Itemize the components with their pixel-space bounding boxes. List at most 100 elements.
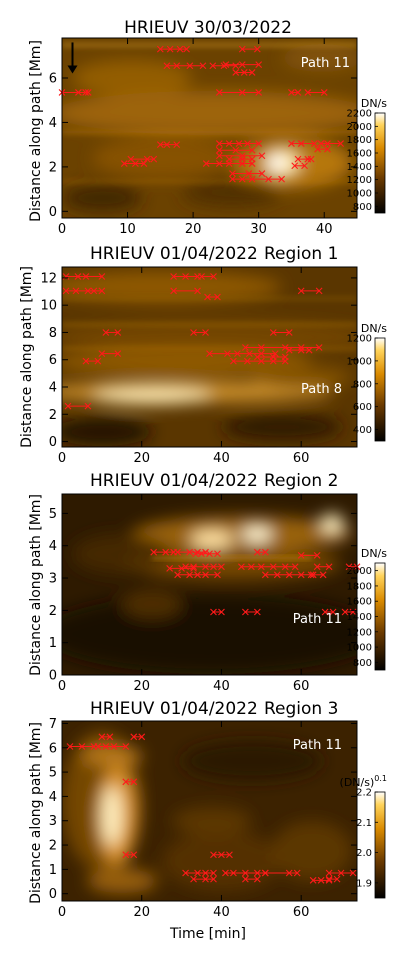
track-point: [218, 851, 225, 859]
track-point: [309, 876, 317, 884]
track-point: [253, 45, 261, 53]
panel-4-region: Region 3: [264, 699, 338, 719]
y-tick-label: 4: [49, 381, 57, 396]
track-point: [173, 141, 181, 149]
track-point: [238, 155, 246, 163]
track-point: [215, 160, 223, 167]
panel-3: HRIEUV 01/04/2022 Region 2 Distance alon…: [28, 471, 387, 694]
track-point: [199, 62, 207, 70]
track-point: [198, 273, 205, 280]
panel-2-title: HRIEUV 01/04/2022: [90, 244, 258, 264]
y-tick-label: 2: [49, 839, 57, 854]
y-tick-label: 0: [49, 887, 57, 902]
y-tick-label: 4: [49, 539, 57, 554]
x-tick-label: 20: [133, 451, 150, 466]
x-tick-label: 20: [133, 905, 150, 920]
colorbar-tick-label: 800: [353, 202, 372, 213]
direction-arrow-head: [67, 65, 78, 74]
track-point: [313, 563, 321, 571]
track-point: [202, 571, 209, 579]
track-point: [62, 287, 70, 295]
y-tick-label: 2: [49, 160, 57, 175]
track-point: [130, 778, 138, 786]
track-point: [255, 61, 263, 69]
colorbar-tick-label: 2000: [347, 122, 372, 133]
track-point: [269, 353, 277, 361]
track-point: [210, 875, 217, 883]
track-point: [288, 140, 295, 147]
colorbar-tick-label: 1400: [347, 612, 372, 623]
y-tick-label: 1: [49, 636, 57, 651]
track-point: [130, 733, 138, 741]
y-tick-label: 6: [49, 72, 57, 87]
colorbar-tick-label: 1000: [347, 356, 372, 367]
track-point: [198, 550, 205, 558]
panel-4: HRIEUV 01/04/2022 Region 3 Distance alon…: [28, 699, 387, 942]
colorbar: [374, 337, 386, 442]
track-point: [248, 155, 256, 163]
track-point: [74, 89, 82, 96]
track-point: [202, 869, 209, 877]
track-point: [98, 273, 106, 280]
panel-1-path-label: Path 11: [301, 56, 350, 71]
track-point: [143, 155, 151, 163]
panel-1-title: HRIEUV 30/03/2022: [124, 18, 292, 38]
track-point: [98, 350, 106, 357]
track-point: [311, 140, 318, 147]
track-point: [321, 608, 329, 616]
track-point: [238, 45, 246, 53]
track-point: [281, 353, 289, 361]
colorbar: [374, 791, 386, 899]
track-point: [204, 293, 211, 301]
track-point: [150, 155, 158, 163]
track-point: [206, 550, 213, 558]
track-point: [265, 175, 272, 183]
track-point: [317, 140, 325, 147]
x-tick-label: 0: [58, 222, 66, 237]
y-tick-label: 12: [40, 271, 57, 286]
track-point: [186, 571, 193, 579]
track-point: [130, 851, 138, 859]
track-point: [232, 69, 240, 76]
track-point: [248, 146, 256, 154]
track-point: [138, 733, 146, 741]
x-tick-label: 20: [133, 679, 150, 694]
track-point: [210, 273, 217, 280]
colorbar-tick-label: 2200: [347, 109, 372, 120]
track-point: [140, 160, 148, 167]
track-point: [166, 564, 174, 572]
track-point: [315, 344, 323, 351]
y-tick-label: 3: [49, 814, 57, 829]
x-tick-label: 10: [119, 222, 136, 237]
track-point: [238, 61, 246, 69]
y-tick-label: 5: [49, 766, 57, 781]
track-point: [224, 350, 231, 357]
track-point: [324, 140, 331, 147]
colorbar-tick-label: 1000: [347, 189, 372, 200]
plot-frame: [61, 266, 358, 448]
colorbar-unit: DN/s: [361, 97, 387, 110]
y-tick-label: 0: [49, 669, 57, 684]
track-point: [240, 69, 248, 76]
track-point: [297, 287, 305, 295]
track-point: [232, 62, 240, 70]
colorbar-tick-label: 1.9: [356, 878, 372, 889]
track-point: [102, 329, 110, 336]
x-tick-label: 40: [213, 905, 230, 920]
track-point: [182, 273, 189, 280]
panel-3-image: [62, 494, 357, 675]
colorbar-tick-label: 1200: [347, 175, 372, 186]
y-tick-label: 0: [49, 205, 57, 220]
track-point: [94, 357, 102, 365]
y-tick-label: 3: [49, 572, 57, 587]
track-point: [305, 346, 313, 354]
track-point: [241, 869, 249, 877]
track-point: [241, 875, 249, 883]
track-point: [163, 141, 171, 149]
track-point: [349, 869, 357, 877]
track-point: [253, 548, 261, 556]
track-point: [297, 346, 305, 354]
track-point: [229, 175, 236, 183]
track-point: [230, 357, 237, 365]
track-point: [333, 875, 341, 883]
